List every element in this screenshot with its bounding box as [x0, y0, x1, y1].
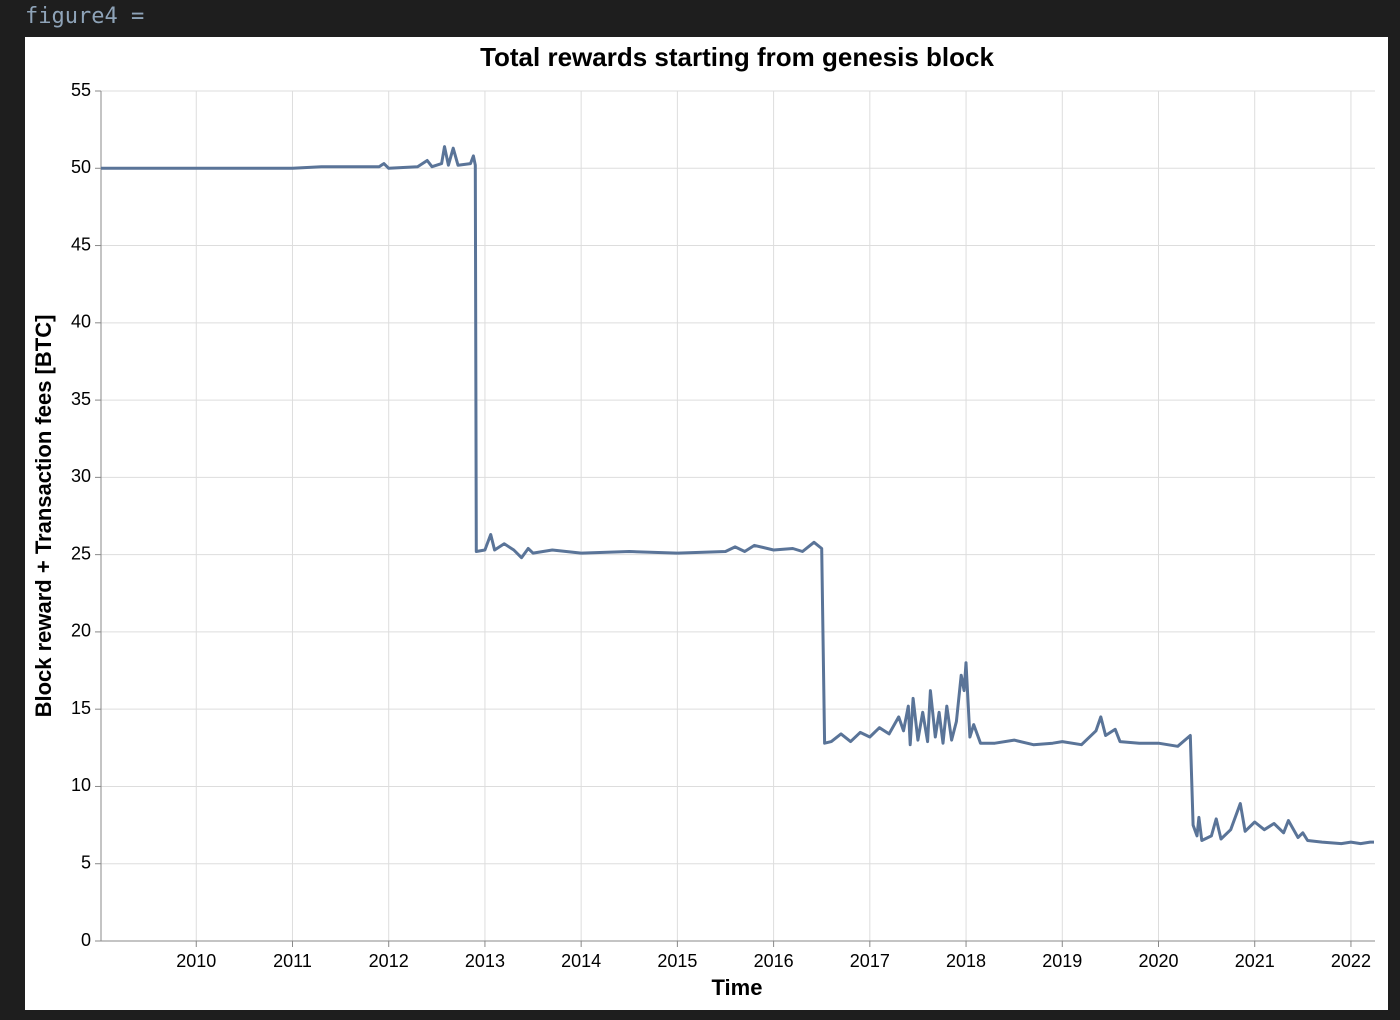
data-line	[101, 145, 1374, 846]
y-tick-label: 15	[71, 698, 91, 718]
y-tick-label: 20	[71, 621, 91, 641]
y-tick-label: 35	[71, 389, 91, 409]
x-tick-label: 2021	[1235, 951, 1275, 971]
y-tick-label: 25	[71, 543, 91, 563]
x-tick-label: 2017	[850, 951, 890, 971]
y-tick-label: 5	[81, 852, 91, 872]
y-tick-label: 55	[71, 80, 91, 100]
y-tick-label: 10	[71, 775, 91, 795]
x-tick-label: 2018	[946, 951, 986, 971]
x-tick-label: 2019	[1042, 951, 1082, 971]
y-tick-label: 0	[81, 930, 91, 950]
x-tick-label: 2022	[1331, 951, 1371, 971]
y-tick-label: 40	[71, 312, 91, 332]
cell-label: figure4 =	[25, 4, 145, 29]
x-tick-label: 2011	[273, 951, 312, 971]
figure-panel: Total rewards starting from genesis bloc…	[25, 37, 1388, 1010]
chart: Total rewards starting from genesis bloc…	[31, 42, 1375, 1000]
chart-title: Total rewards starting from genesis bloc…	[480, 42, 994, 72]
x-tick-label: 2020	[1138, 951, 1178, 971]
x-tick-label: 2015	[657, 951, 697, 971]
x-tick-label: 2012	[369, 951, 409, 971]
y-tick-label: 45	[71, 234, 91, 254]
x-axis-label: Time	[712, 975, 763, 1000]
y-tick-label: 50	[71, 157, 91, 177]
x-tick-label: 2010	[176, 951, 216, 971]
y-axis-label: Block reward + Transaction fees [BTC]	[31, 315, 56, 718]
x-tick-label: 2013	[465, 951, 505, 971]
y-tick-label: 30	[71, 466, 91, 486]
x-tick-label: 2016	[754, 951, 794, 971]
x-tick-label: 2014	[561, 951, 601, 971]
